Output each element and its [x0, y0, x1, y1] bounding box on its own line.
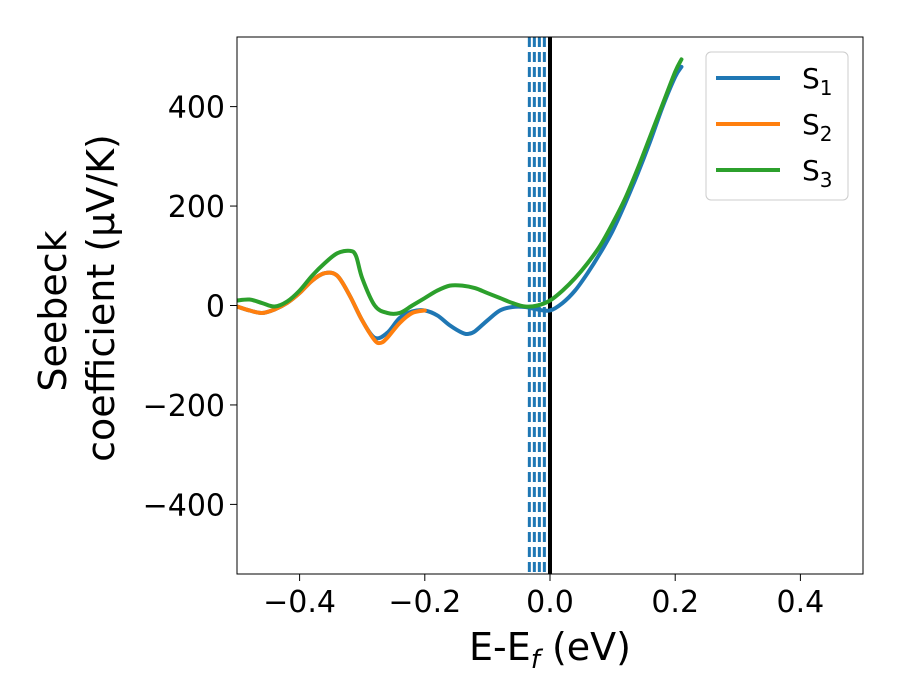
x-tick-label: −0.4 — [263, 585, 336, 620]
series-line-S1 — [237, 64, 684, 341]
y-tick-label: −200 — [143, 389, 225, 424]
y-axis-title-line1: Seebeck — [31, 230, 75, 391]
x-tick-label: 0.0 — [526, 585, 574, 620]
legend-label-S3: S3 — [802, 154, 833, 192]
y-axis-title-line2: coefficient (μV/K) — [79, 134, 123, 462]
reference-lines — [527, 37, 552, 574]
y-tick-label: 200 — [168, 190, 225, 225]
legend-label-S2: S2 — [802, 108, 833, 146]
plot-area — [237, 37, 684, 574]
y-axis-ticks: −400 −200 0 200 400 — [143, 91, 237, 523]
series-line-S3 — [237, 57, 684, 316]
x-axis-title-unit: (eV) — [540, 625, 631, 669]
y-tick-label: 0 — [206, 290, 225, 325]
y-tick-label: −400 — [143, 488, 225, 523]
x-axis-ticks: −0.4 −0.2 0.0 0.2 0.4 — [263, 574, 824, 620]
x-axis-title: E-Ef (eV) — [469, 625, 631, 675]
series-line-S2 — [237, 270, 427, 346]
series-lines — [237, 57, 684, 346]
x-tick-label: −0.2 — [388, 585, 461, 620]
y-tick-label: 400 — [168, 91, 225, 126]
legend: S1 S2 S3 — [705, 51, 849, 201]
x-axis-title-main: E-E — [469, 625, 531, 669]
x-tick-label: 0.2 — [651, 585, 699, 620]
x-tick-label: 0.4 — [777, 585, 825, 620]
legend-label-S1: S1 — [802, 62, 833, 100]
